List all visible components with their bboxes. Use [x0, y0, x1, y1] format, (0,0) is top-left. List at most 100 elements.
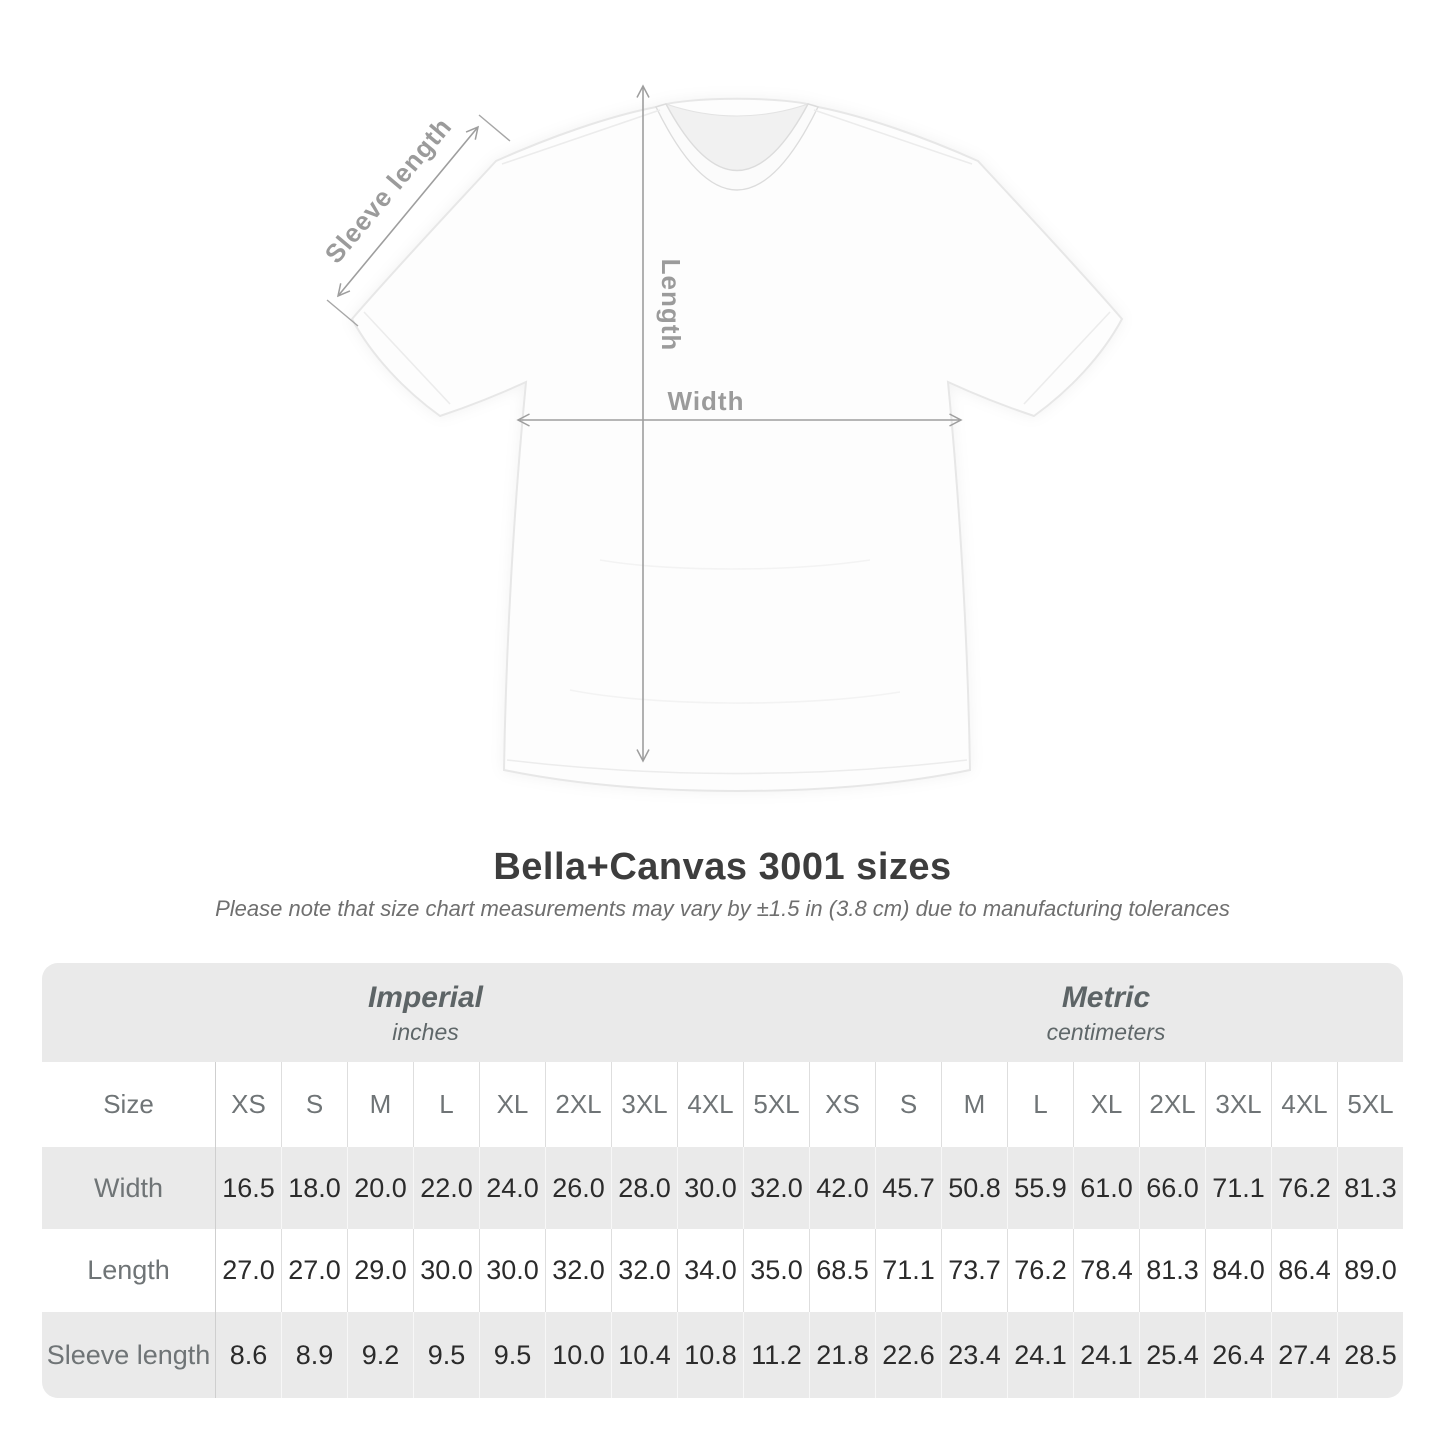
- value-cell: 18.0: [281, 1147, 347, 1229]
- fabric-wrinkle: [569, 689, 901, 704]
- width-row: Width 16.5 18.0 20.0 22.0 24.0 26.0 28.0…: [42, 1147, 1403, 1229]
- value-cell: 16.5: [215, 1147, 281, 1229]
- value-cell: 24.1: [1007, 1312, 1073, 1398]
- tshirt-collar: [655, 103, 819, 191]
- value-cell: 71.1: [875, 1229, 941, 1312]
- value-cell: 45.7: [875, 1147, 941, 1229]
- value-cell: 10.0: [545, 1312, 611, 1398]
- row-label-sleeve-length: Sleeve length: [46, 1339, 211, 1370]
- value-cell: 24.0: [479, 1147, 545, 1229]
- size-header-row: Size XS S M L XL 2XL 3XL 4XL 5XL XS S M …: [42, 1062, 1403, 1147]
- group-header-metric: Metric centimeters: [809, 963, 1403, 1062]
- value-cell: 30.0: [479, 1229, 545, 1312]
- value-cell: 11.2: [743, 1312, 809, 1398]
- width-label: Width: [668, 386, 745, 416]
- size-cell: 2XL: [1139, 1062, 1205, 1147]
- size-table: Imperial inches Metric centimeters Size …: [42, 963, 1403, 1398]
- value-cell: 81.3: [1337, 1147, 1403, 1229]
- value-cell: 84.0: [1205, 1229, 1271, 1312]
- size-cell: S: [281, 1062, 347, 1147]
- value-cell: 9.5: [413, 1312, 479, 1398]
- sleeve-length-row: Sleeve length 8.6 8.9 9.2 9.5 9.5 10.0 1…: [42, 1312, 1403, 1398]
- value-cell: 86.4: [1271, 1229, 1337, 1312]
- size-cell: XS: [215, 1062, 281, 1147]
- value-cell: 78.4: [1073, 1229, 1139, 1312]
- size-cell: 4XL: [677, 1062, 743, 1147]
- value-cell: 61.0: [1073, 1147, 1139, 1229]
- value-cell: 27.0: [281, 1229, 347, 1312]
- value-cell: 27.4: [1271, 1312, 1337, 1398]
- size-table-container: Imperial inches Metric centimeters Size …: [42, 963, 1403, 1398]
- bottom-hem-stitch: [506, 759, 968, 775]
- value-cell: 27.0: [215, 1229, 281, 1312]
- value-cell: 10.4: [611, 1312, 677, 1398]
- value-cell: 8.6: [215, 1312, 281, 1398]
- value-cell: 22.0: [413, 1147, 479, 1229]
- size-cell: XS: [809, 1062, 875, 1147]
- value-cell: 29.0: [347, 1229, 413, 1312]
- imperial-unit: inches: [392, 1018, 459, 1045]
- row-label-width: Width: [93, 1172, 164, 1203]
- tshirt-body: [350, 97, 1124, 793]
- value-cell: 30.0: [413, 1229, 479, 1312]
- size-cell: M: [347, 1062, 413, 1147]
- size-cell: XL: [479, 1062, 545, 1147]
- value-cell: 24.1: [1073, 1312, 1139, 1398]
- value-cell: 68.5: [809, 1229, 875, 1312]
- size-cell: XL: [1073, 1062, 1139, 1147]
- left-shoulder-seam: [501, 109, 661, 165]
- value-cell: 32.0: [743, 1147, 809, 1229]
- width-dimension: Width: [516, 386, 963, 427]
- metric-label: Metric: [1061, 981, 1151, 1015]
- fabric-wrinkle: [599, 559, 871, 570]
- value-cell: 30.0: [677, 1147, 743, 1229]
- row-label-length: Length: [87, 1255, 170, 1285]
- length-label: Length: [656, 259, 686, 352]
- size-cell: L: [413, 1062, 479, 1147]
- value-cell: 25.4: [1139, 1312, 1205, 1398]
- size-cell: M: [941, 1062, 1007, 1147]
- value-cell: 8.9: [281, 1312, 347, 1398]
- value-cell: 55.9: [1007, 1147, 1073, 1229]
- sleeve-length-extension-tick: [326, 299, 359, 327]
- value-cell: 9.2: [347, 1312, 413, 1398]
- tolerance-note: Please note that size chart measurements…: [215, 896, 1230, 921]
- value-cell: 23.4: [941, 1312, 1007, 1398]
- size-header-cell: Size: [103, 1089, 154, 1119]
- tshirt-illustration: [350, 97, 1124, 793]
- value-cell: 26.0: [545, 1147, 611, 1229]
- size-cell: L: [1007, 1062, 1073, 1147]
- value-cell: 76.2: [1007, 1229, 1073, 1312]
- value-cell: 32.0: [545, 1229, 611, 1312]
- group-header-imperial: Imperial inches: [42, 963, 809, 1062]
- value-cell: 76.2: [1271, 1147, 1337, 1229]
- length-row: Length 27.0 27.0 29.0 30.0 30.0 32.0 32.…: [42, 1229, 1403, 1312]
- size-cell: 4XL: [1271, 1062, 1337, 1147]
- value-cell: 28.0: [611, 1147, 677, 1229]
- size-cell: 2XL: [545, 1062, 611, 1147]
- value-cell: 81.3: [1139, 1229, 1205, 1312]
- value-cell: 9.5: [479, 1312, 545, 1398]
- size-cell: S: [875, 1062, 941, 1147]
- size-cell: 3XL: [1205, 1062, 1271, 1147]
- value-cell: 35.0: [743, 1229, 809, 1312]
- value-cell: 71.1: [1205, 1147, 1271, 1229]
- imperial-label: Imperial: [367, 981, 484, 1015]
- page-title: Bella+Canvas 3001 sizes: [493, 846, 952, 888]
- right-cuff-hem: [1023, 311, 1111, 405]
- size-cell: 5XL: [1337, 1062, 1403, 1147]
- value-cell: 66.0: [1139, 1147, 1205, 1229]
- unit-group-header-row: Imperial inches Metric centimeters: [42, 963, 1403, 1062]
- value-cell: 32.0: [611, 1229, 677, 1312]
- value-cell: 26.4: [1205, 1312, 1271, 1398]
- value-cell: 89.0: [1337, 1229, 1403, 1312]
- value-cell: 34.0: [677, 1229, 743, 1312]
- sleeve-length-arrow: [336, 125, 480, 298]
- metric-unit: centimeters: [1046, 1018, 1166, 1045]
- size-cell: 5XL: [743, 1062, 809, 1147]
- value-cell: 73.7: [941, 1229, 1007, 1312]
- value-cell: 10.8: [677, 1312, 743, 1398]
- value-cell: 50.8: [941, 1147, 1007, 1229]
- value-cell: 42.0: [809, 1147, 875, 1229]
